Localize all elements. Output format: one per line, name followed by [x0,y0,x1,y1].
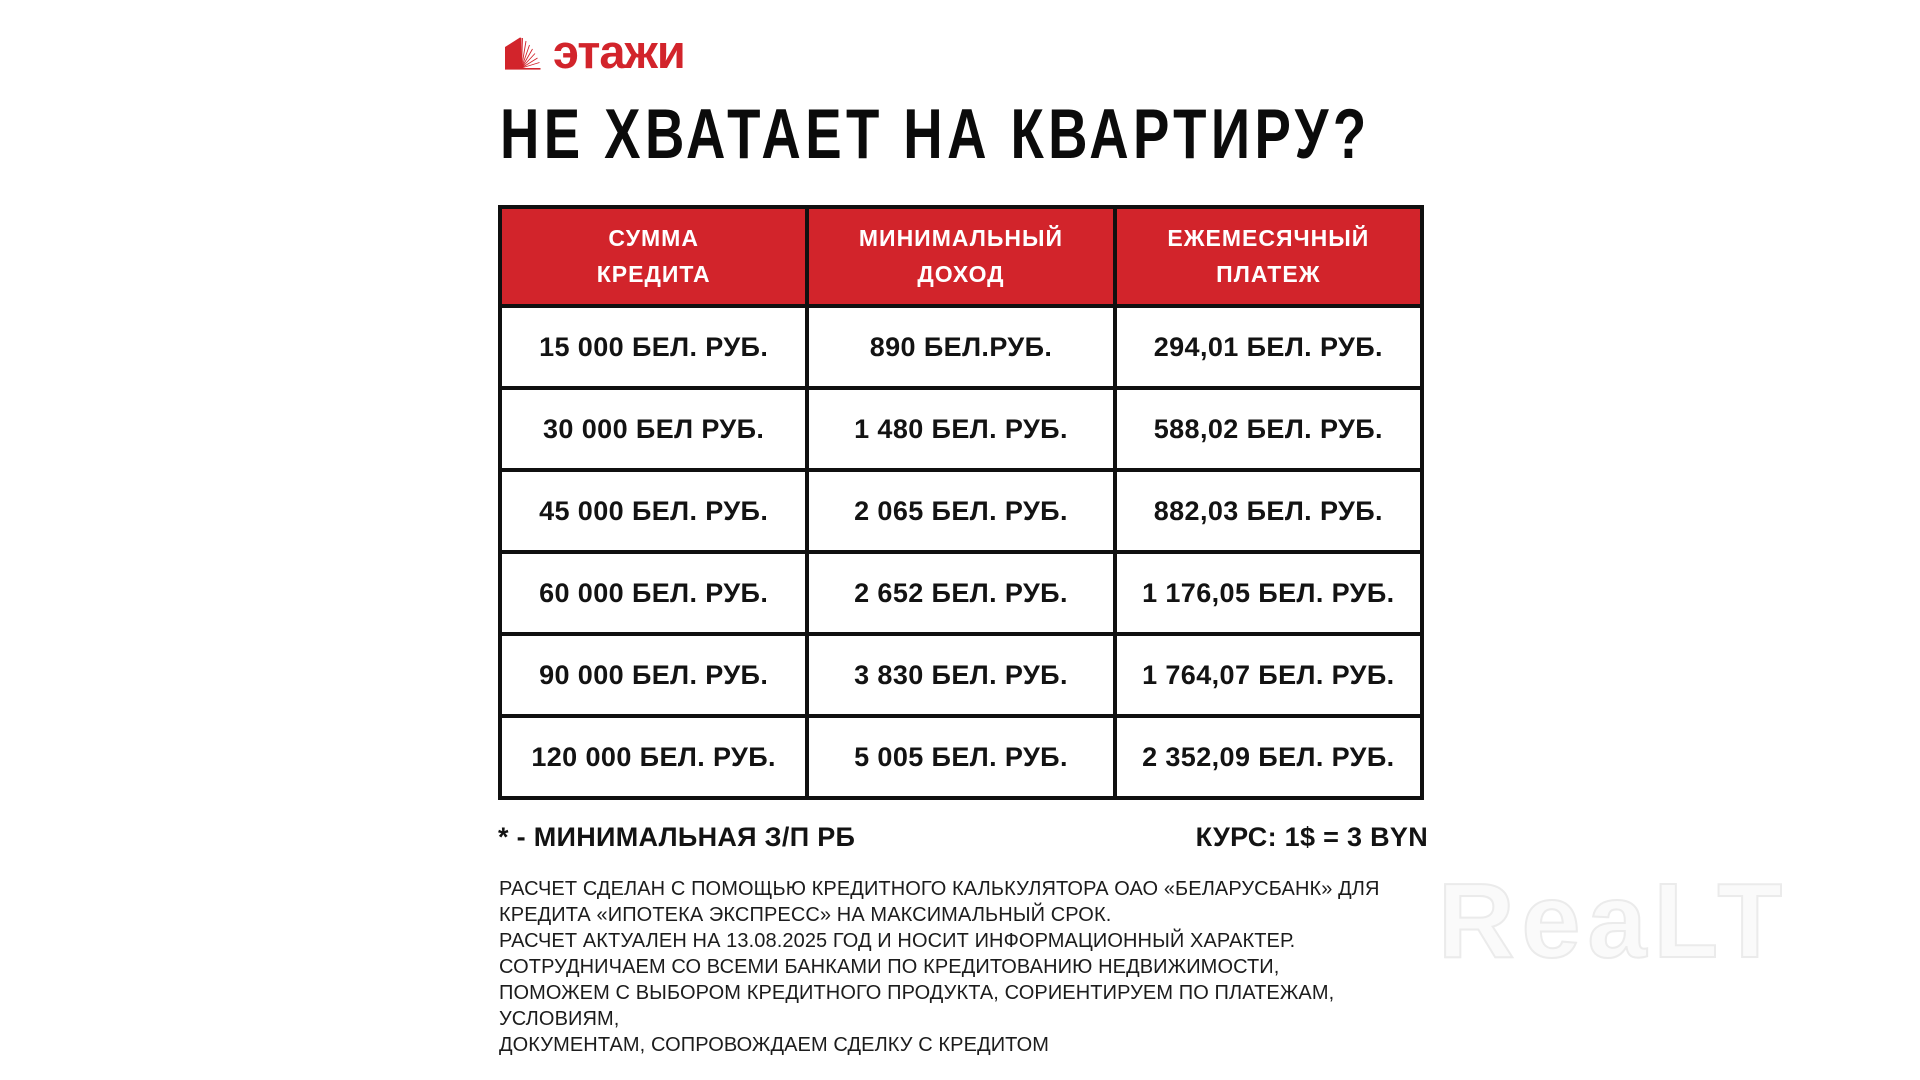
table-cell: 45 000 БЕЛ. РУБ. [502,472,806,550]
disclaimer-line: РАСЧЕТ СДЕЛАН С ПОМОЩЬЮ КРЕДИТНОГО КАЛЬК… [499,878,1380,900]
table-cell: 2 065 БЕЛ. РУБ. [809,472,1113,550]
table-cell: 3 830 БЕЛ. РУБ. [809,636,1113,714]
footnote-min-salary: * - МИНИМАЛЬНАЯ З/П РБ [498,822,856,852]
etazhi-house-icon [505,37,541,70]
disclaimer-line: ДОКУМЕНТАМ, СОПРОВОЖДАЕМ СДЕЛКУ С КРЕДИТ… [499,1034,1050,1056]
disclaimer-line: УСЛОВИЯМ, [499,1008,620,1030]
realt-watermark: ReaLT [1437,862,1790,980]
table-cell: 60 000 БЕЛ. РУБ. [502,554,806,632]
disclaimer-text: РАСЧЕТ СДЕЛАН С ПОМОЩЬЮ КРЕДИТНОГО КАЛЬК… [499,876,1380,1058]
exchange-rate-note: КУРС: 1$ = 3 BYN [1195,822,1428,852]
notes-row: * - МИНИМАЛЬНАЯ З/П РБ КУРС: 1$ = 3 BYN [498,822,1428,853]
header-line: ПЛАТЕЖ [1216,260,1321,287]
credit-table: СУММА КРЕДИТА МИНИМАЛЬНЫЙ ДОХОД ЕЖЕМЕСЯЧ… [498,205,1424,800]
column-header-monthly-payment: ЕЖЕМЕСЯЧНЫЙ ПЛАТЕЖ [1116,209,1420,304]
column-header-credit-sum: СУММА КРЕДИТА [502,209,806,304]
table-cell: 2 652 БЕЛ. РУБ. [809,554,1113,632]
table-cell: 294,01 БЕЛ. РУБ. [1116,308,1420,386]
disclaimer-line: КРЕДИТА «ИПОТЕКА ЭКСПРЕСС» НА МАКСИМАЛЬН… [499,904,1112,926]
header-line: МИНИМАЛЬНЫЙ [858,224,1064,251]
table-cell: 2 352,09 БЕЛ. РУБ. [1116,718,1420,796]
table-cell: 1 480 БЕЛ. РУБ. [809,390,1113,468]
page-title: НЕ ХВАТАЕТ НА КВАРТИРУ? [500,95,1371,175]
table-cell: 30 000 БЕЛ РУБ. [502,390,806,468]
table-cell: 5 005 БЕЛ. РУБ. [809,718,1113,796]
etazhi-logo: этажи [504,25,686,79]
table-cell: 882,03 БЕЛ. РУБ. [1116,472,1420,550]
header-line: КРЕДИТА [596,260,711,287]
header-line: ЕЖЕМЕСЯЧНЫЙ [1167,224,1370,251]
disclaimer-line: СОТРУДНИЧАЕМ СО ВСЕМИ БАНКАМИ ПО КРЕДИТО… [499,956,1280,978]
disclaimer-line: ПОМОЖЕМ С ВЫБОРОМ КРЕДИТНОГО ПРОДУКТА, С… [499,982,1335,1004]
table-cell: 1 176,05 БЕЛ. РУБ. [1116,554,1420,632]
header-line: ДОХОД [917,260,1005,287]
table-cell: 1 764,07 БЕЛ. РУБ. [1116,636,1420,714]
table-cell: 15 000 БЕЛ. РУБ. [502,308,806,386]
etazhi-logo-text: этажи [553,25,686,78]
header-line: СУММА [608,224,699,251]
table-cell: 890 БЕЛ.РУБ. [809,308,1113,386]
column-header-min-income: МИНИМАЛЬНЫЙ ДОХОД [809,209,1113,304]
table-cell: 90 000 БЕЛ. РУБ. [502,636,806,714]
disclaimer-line: РАСЧЕТ АКТУАЛЕН НА 13.08.2025 ГОД И НОСИ… [499,930,1296,952]
table-cell: 588,02 БЕЛ. РУБ. [1116,390,1420,468]
table-cell: 120 000 БЕЛ. РУБ. [502,718,806,796]
